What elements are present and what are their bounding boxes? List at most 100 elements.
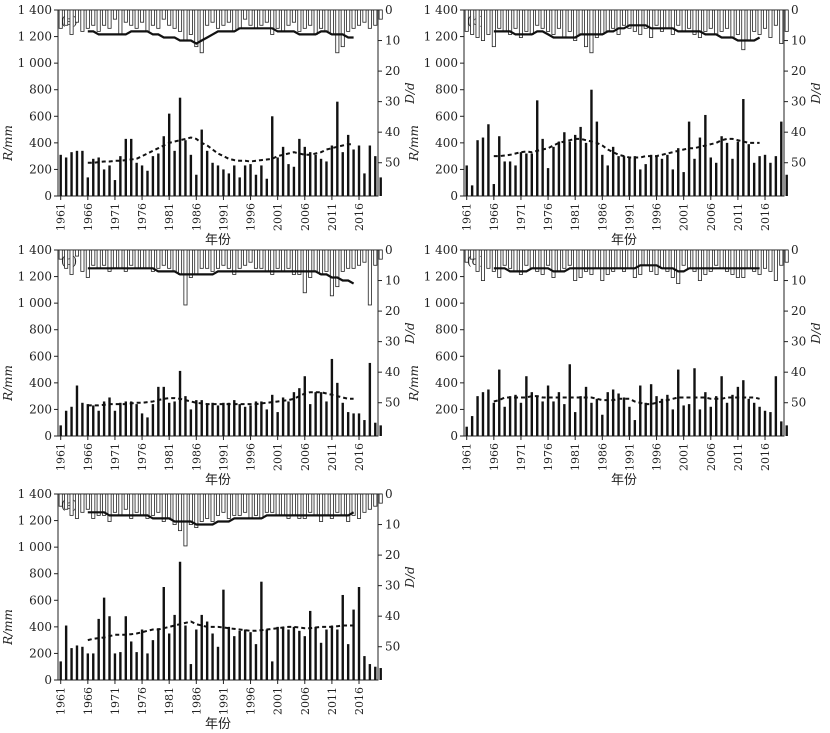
precip-bar (298, 630, 301, 680)
days-bar (259, 493, 264, 519)
precip-bar (595, 121, 599, 196)
precip-bar (368, 145, 372, 196)
days-bar (199, 249, 204, 269)
precip-bar (677, 369, 680, 436)
days-bar (540, 249, 545, 275)
precip-bar (157, 153, 160, 196)
days-bar (210, 9, 215, 23)
precip-bar (649, 384, 653, 436)
precip-bar (178, 561, 182, 680)
precip-bar (487, 389, 490, 436)
days-bar (719, 9, 724, 32)
precip-bar (481, 392, 485, 436)
precip-bar (552, 146, 555, 196)
days-bar (199, 493, 204, 522)
precip-bar (102, 597, 106, 680)
days-bar (502, 9, 507, 32)
days-bar (118, 249, 123, 269)
days-bar (654, 9, 659, 26)
precip-bar (64, 410, 68, 436)
precip-bar (611, 389, 615, 436)
days-bar (243, 249, 248, 266)
precip-bar (465, 165, 468, 196)
days-bar (529, 249, 534, 269)
precip-bar (102, 169, 106, 196)
days-bar (85, 493, 90, 510)
y-left-tick-label: 0 (44, 673, 52, 687)
days-bar (573, 9, 578, 41)
days-bar (102, 493, 107, 516)
y-left-tick-label: 1 000 (18, 56, 52, 70)
precip-bar (731, 394, 734, 436)
days-bar (692, 249, 697, 272)
days-bar (616, 249, 621, 269)
days-bar (752, 249, 757, 272)
precip-bar (557, 141, 561, 196)
precip-bar (525, 376, 528, 436)
precip-bar (780, 121, 783, 196)
days-bar (556, 9, 561, 29)
days-bar (281, 249, 286, 272)
days-bar (491, 249, 496, 272)
days-bar (215, 249, 220, 269)
precip-bar (758, 156, 761, 196)
precip-bar (124, 616, 127, 680)
x-tick-label: 1996 (245, 687, 258, 715)
y-right-tick-label: 30 (791, 95, 806, 109)
days-bar (167, 9, 172, 26)
days-bar (573, 249, 578, 281)
precip-bar (86, 653, 90, 680)
days-bar (281, 9, 286, 32)
days-bar (643, 249, 648, 266)
days-bar (80, 493, 85, 513)
x-tick-label: 1991 (623, 203, 636, 231)
days-bar (578, 9, 583, 35)
days-bar (605, 9, 610, 32)
precip-bar (601, 154, 604, 196)
y-right-tick-label: 40 (385, 125, 400, 139)
days-bar (730, 9, 735, 38)
precip-bar (130, 401, 133, 436)
x-tick-label: 1986 (190, 443, 203, 471)
precip-bar (222, 169, 225, 196)
days-bar (546, 9, 551, 32)
days-bar (58, 9, 63, 29)
x-tick-label: 1961 (461, 443, 474, 471)
precip-bar (622, 156, 626, 196)
x-tick-label: 1981 (163, 443, 176, 471)
days-bar (373, 249, 378, 266)
days-bar (676, 249, 681, 284)
days-bar (156, 9, 161, 29)
y-left-tick-label: 200 (29, 402, 52, 416)
precip-bar (780, 421, 783, 436)
precip-bar (233, 165, 236, 196)
precip-bar (503, 161, 506, 196)
days-bar (145, 249, 150, 269)
days-bar (627, 249, 632, 269)
y-right-tick-label: 40 (385, 365, 400, 379)
days-bar (286, 9, 291, 26)
days-bar (649, 249, 654, 272)
precip-bar (508, 396, 512, 436)
days-bar (616, 9, 621, 35)
precip-bar (309, 152, 312, 196)
days-bar (551, 9, 556, 35)
precip-bar (178, 370, 182, 436)
precip-bar (195, 174, 198, 196)
precip-bar (530, 392, 533, 436)
precip-bar (119, 402, 122, 436)
y-right-tick-label: 50 (385, 396, 400, 410)
days-bar (340, 249, 345, 272)
days-bar (156, 249, 161, 269)
precip-bar (644, 164, 647, 196)
days-bar (69, 493, 74, 516)
x-tick-label: 2001 (272, 443, 285, 471)
precip-bar (130, 138, 133, 196)
days-bar (357, 493, 362, 519)
days-bar (253, 493, 258, 516)
precip-bar (617, 156, 620, 196)
days-bar (605, 249, 610, 275)
x-tick-label: 1986 (190, 203, 203, 231)
days-bar (112, 249, 117, 269)
days-bar (194, 249, 199, 275)
